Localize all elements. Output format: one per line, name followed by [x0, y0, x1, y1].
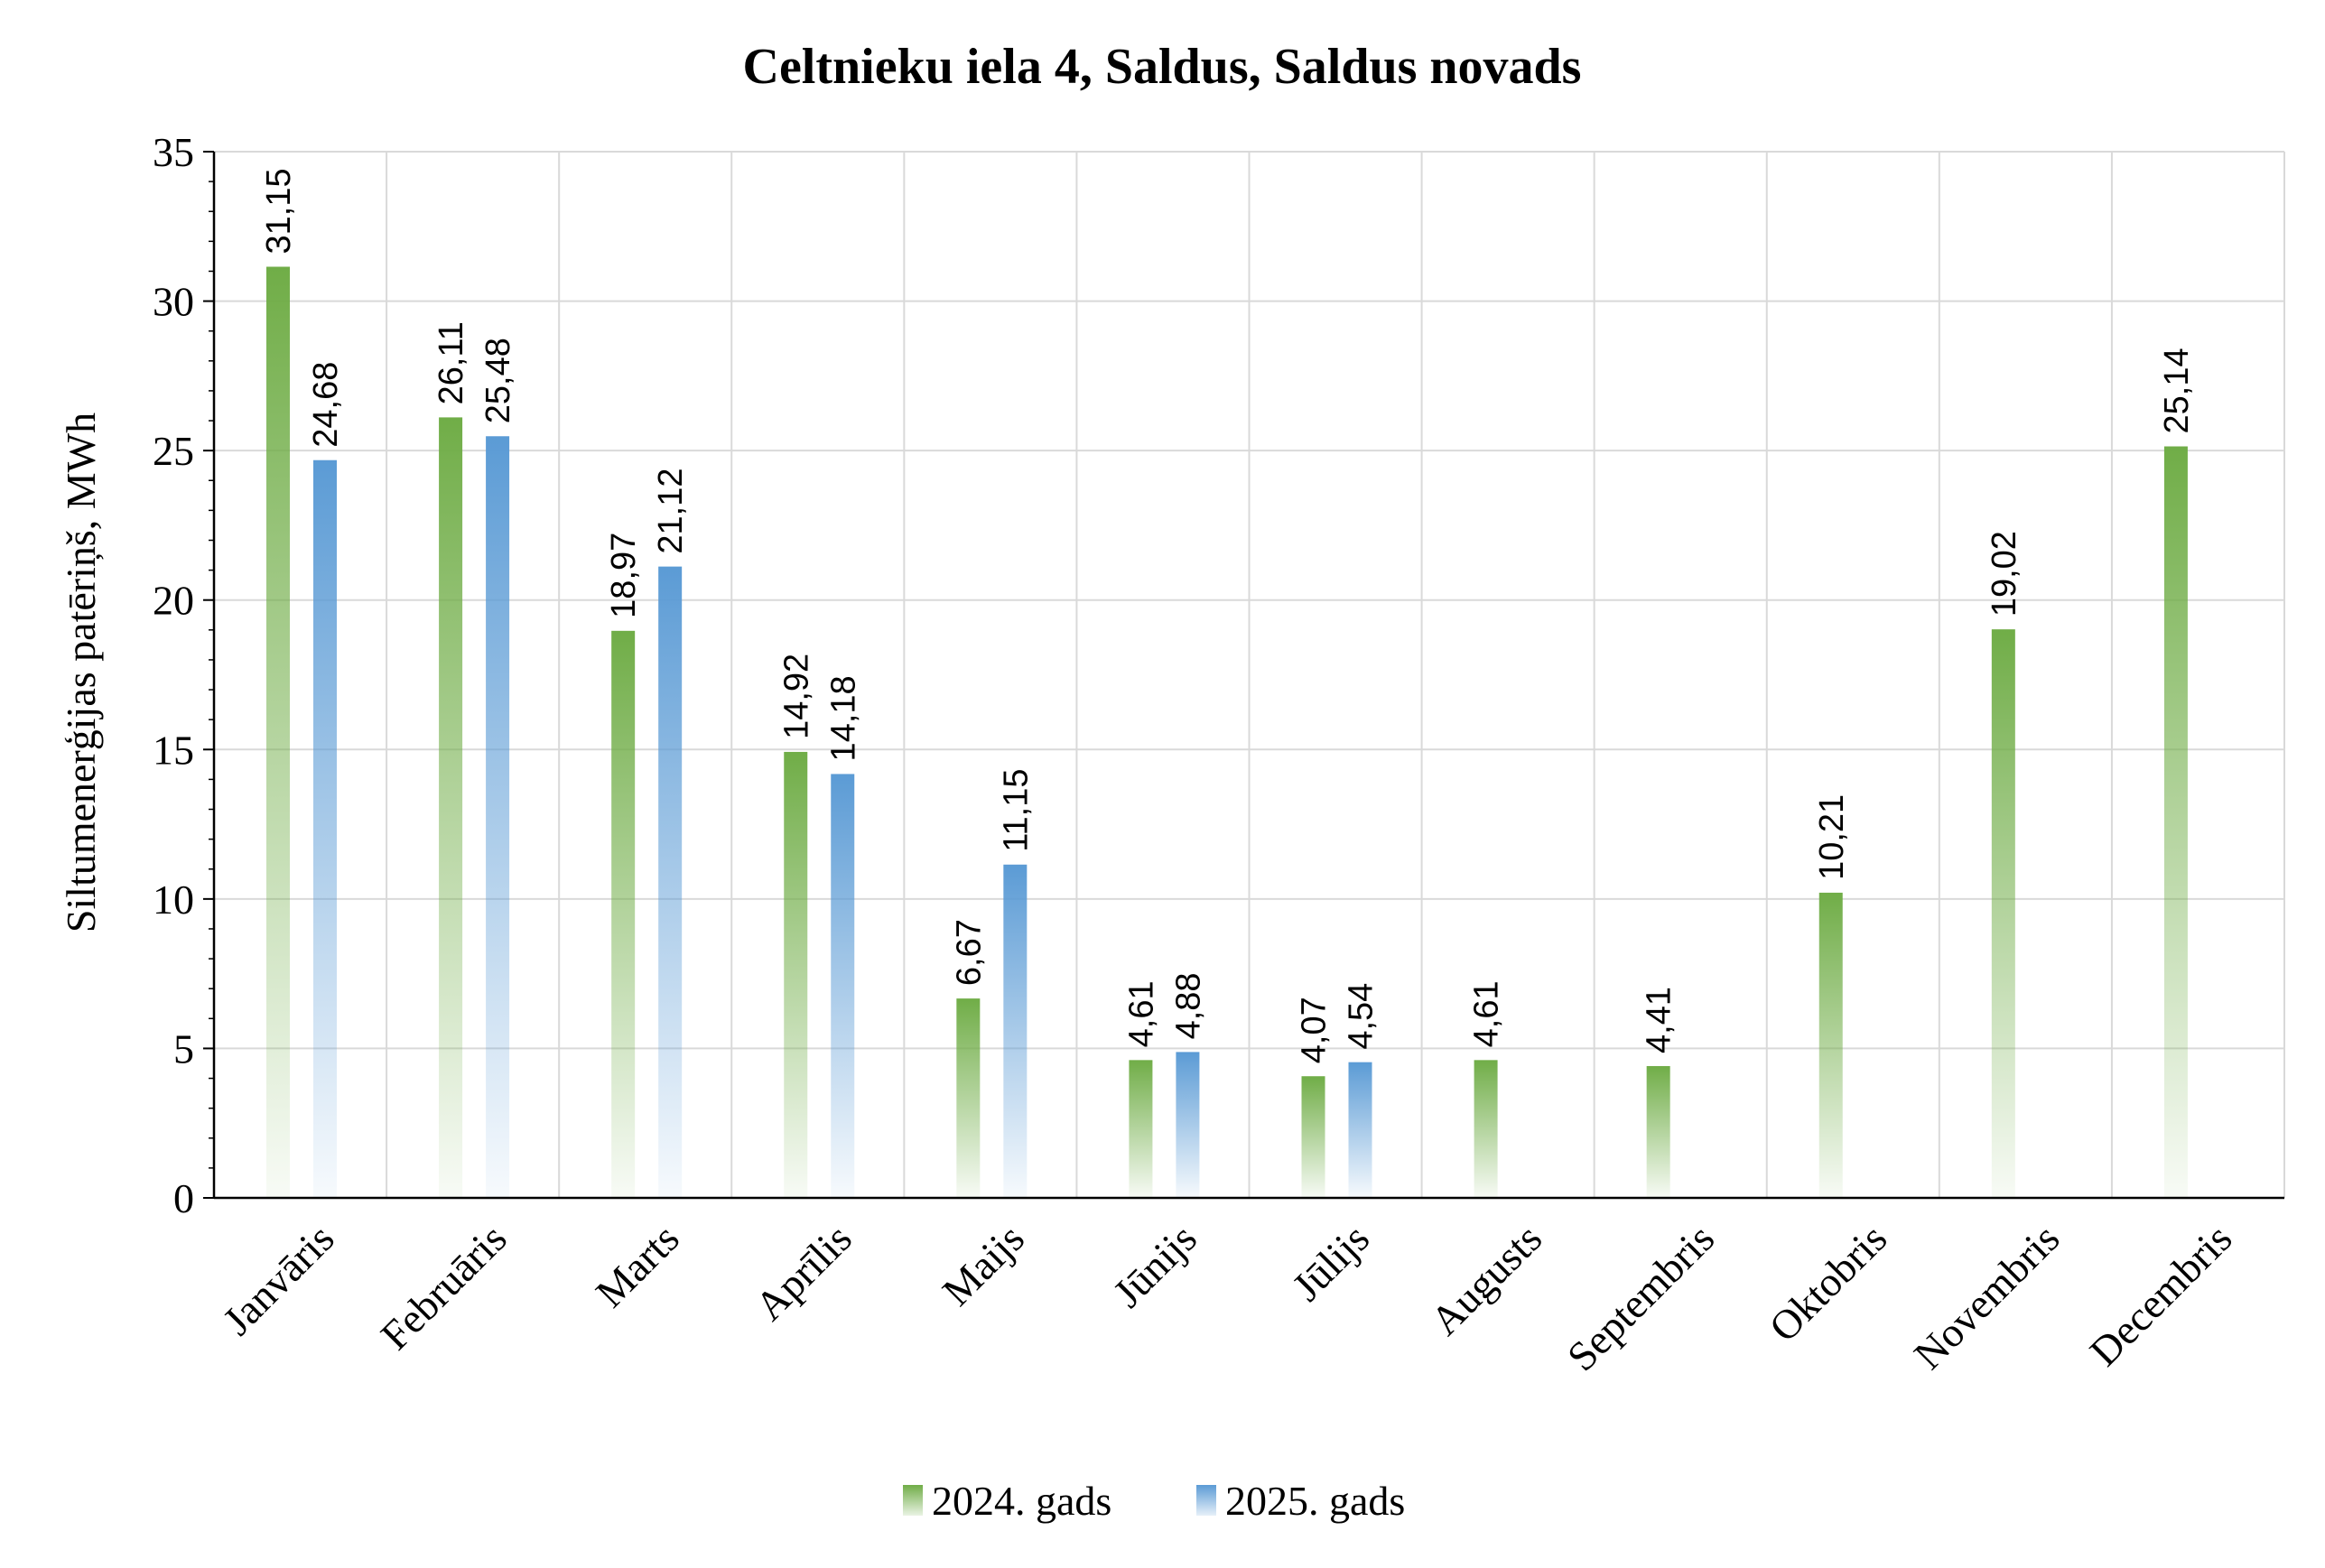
bar-series-1 [1818, 892, 1843, 1198]
data-label: 26,11 [432, 321, 470, 404]
bar-series-1 [1129, 1060, 1153, 1198]
chart-title: Celtnieku iela 4, Saldus, Saldus novads [743, 39, 1582, 95]
data-label: 4,61 [1122, 980, 1160, 1047]
data-label: 25,48 [479, 338, 517, 423]
data-label: 14,92 [777, 654, 815, 739]
grid-lines [214, 151, 2285, 1198]
bar-series-2 [831, 774, 855, 1198]
bar-series-1 [956, 998, 981, 1198]
legend-swatch [903, 1485, 923, 1516]
bar-series-2 [313, 459, 337, 1198]
bar-series-1 [439, 417, 463, 1198]
y-tick-label: 10 [153, 877, 194, 923]
data-label: 21,12 [652, 469, 690, 554]
y-tick-label: 35 [153, 129, 194, 175]
legend-label: 2025. gads [1225, 1478, 1405, 1524]
data-label: 11,15 [997, 768, 1035, 851]
data-label: 25,14 [2158, 348, 2196, 433]
bar-series-1 [266, 266, 290, 1198]
legend-swatch [1196, 1485, 1216, 1516]
bars [266, 266, 2188, 1199]
y-tick-label: 20 [153, 578, 194, 624]
y-tick-label: 0 [173, 1175, 194, 1221]
legend-label: 2024. gads [932, 1478, 1111, 1524]
data-label: 4,07 [1296, 997, 1334, 1063]
data-label: 4,88 [1169, 972, 1207, 1039]
bar-series-2 [658, 566, 683, 1198]
y-tick-label: 25 [153, 428, 194, 474]
bar-series-2 [1176, 1052, 1200, 1198]
data-label: 19,02 [1986, 531, 2023, 617]
bar-series-2 [486, 436, 510, 1198]
bar-series-2 [1003, 864, 1028, 1198]
data-labels: 31,15 26,11 18,97 14,92 6,67 4,61 4,07 4,61 4,41… [260, 168, 2196, 1063]
bar-series-1 [1646, 1065, 1670, 1198]
data-label: 18,97 [605, 533, 643, 618]
data-label: 4,61 [1468, 980, 1506, 1047]
data-label: 10,21 [1813, 794, 1851, 880]
bar-series-1 [1474, 1060, 1498, 1198]
bar-series-2 [1348, 1062, 1372, 1198]
bar-series-1 [611, 630, 636, 1198]
data-label: 4,41 [1641, 987, 1679, 1053]
data-label: 6,67 [950, 919, 988, 986]
legend: 2024. gads 2025. gads [903, 1478, 1405, 1524]
bar-series-1 [1991, 629, 2015, 1198]
y-tick-label: 5 [173, 1025, 194, 1072]
data-label: 4,54 [1343, 983, 1381, 1050]
legend-item: 2024. gads [903, 1478, 1111, 1524]
y-tick-label: 15 [153, 727, 194, 773]
y-tick-label: 30 [153, 279, 194, 325]
data-label: 14,18 [824, 675, 862, 761]
bar-series-1 [2163, 446, 2188, 1199]
bar-series-1 [784, 751, 808, 1198]
data-label: 31,15 [260, 168, 298, 254]
data-label: 24,68 [307, 362, 345, 448]
legend-item: 2025. gads [1196, 1478, 1405, 1524]
bar-series-1 [1301, 1076, 1325, 1198]
y-axis-label: Siltumenerģijas patēriņš, MWh [58, 413, 104, 932]
